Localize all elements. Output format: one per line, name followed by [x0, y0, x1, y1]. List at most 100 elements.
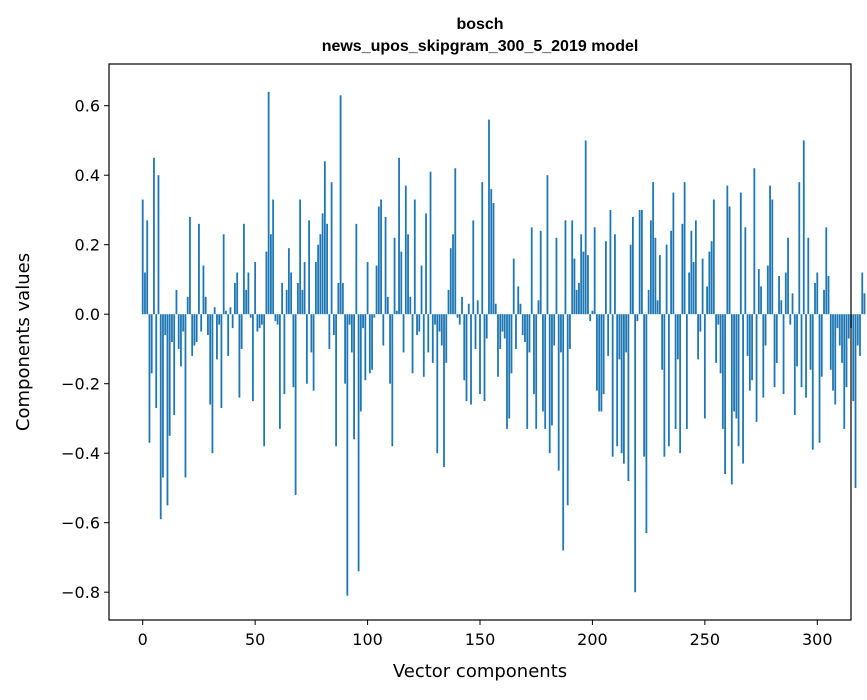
bar — [278, 314, 281, 429]
bar — [391, 314, 394, 447]
bar — [728, 206, 731, 315]
bar — [485, 314, 488, 339]
bar — [247, 272, 250, 315]
bar — [420, 265, 423, 315]
bar — [611, 314, 614, 457]
bar — [148, 314, 151, 443]
bar — [629, 244, 632, 315]
bar — [661, 314, 664, 370]
bar — [240, 314, 243, 349]
bar — [825, 227, 828, 315]
bar — [346, 314, 349, 596]
bar — [823, 289, 825, 315]
bar — [382, 314, 385, 346]
bar — [575, 289, 578, 315]
bar — [647, 289, 650, 315]
bar — [742, 314, 744, 464]
bar — [463, 314, 466, 381]
bar — [373, 314, 376, 318]
bar — [503, 314, 506, 339]
bar — [751, 314, 753, 381]
bar — [375, 265, 378, 315]
bar — [710, 241, 713, 315]
bar — [364, 314, 367, 381]
bar — [434, 314, 436, 325]
x-tick-label: 200 — [577, 630, 608, 649]
bar — [153, 157, 155, 315]
bar — [688, 272, 691, 315]
bar — [701, 258, 704, 315]
bar — [836, 314, 839, 329]
bar — [526, 314, 529, 429]
bar — [771, 199, 774, 315]
bar — [506, 314, 508, 429]
bar — [162, 314, 164, 478]
bar — [191, 314, 194, 356]
bar — [177, 314, 180, 349]
bar — [697, 314, 699, 360]
y-tick-label: −0.2 — [61, 375, 100, 394]
x-tick-label: 100 — [352, 630, 383, 649]
bar — [735, 314, 738, 419]
bar — [634, 314, 637, 593]
bar — [658, 255, 661, 315]
bar — [218, 314, 221, 325]
bar — [832, 314, 834, 391]
bar — [186, 296, 189, 315]
bar — [607, 314, 610, 356]
y-tick-label: 0.6 — [75, 97, 100, 116]
y-tick-label: 0.2 — [75, 236, 100, 255]
bar — [654, 237, 657, 315]
bar — [274, 314, 277, 322]
bar — [213, 307, 216, 315]
bar — [168, 314, 171, 436]
y-tick-label: 0.0 — [75, 305, 100, 324]
bar — [256, 314, 259, 332]
bar — [501, 314, 504, 332]
bar — [339, 95, 342, 315]
bar — [249, 314, 252, 318]
bar — [818, 314, 821, 443]
bar — [198, 223, 200, 315]
bar — [229, 307, 232, 315]
bar — [436, 314, 439, 454]
bar — [411, 314, 414, 374]
bar — [656, 300, 659, 315]
bar — [811, 314, 814, 450]
bar — [539, 230, 542, 315]
bar — [287, 248, 290, 315]
bar — [640, 209, 643, 315]
bar — [440, 314, 443, 346]
bar — [326, 223, 328, 315]
bar — [362, 314, 364, 329]
bar — [827, 275, 830, 315]
bar — [798, 182, 801, 315]
bar — [667, 314, 670, 447]
bar — [587, 255, 589, 315]
bar — [854, 314, 857, 488]
bar — [861, 272, 864, 315]
bar — [791, 293, 794, 315]
bar — [553, 314, 556, 346]
bar — [685, 314, 688, 429]
bar — [638, 209, 641, 315]
x-tick-label: 50 — [245, 630, 265, 649]
bar — [562, 314, 565, 551]
bar — [542, 314, 544, 412]
bar — [368, 314, 371, 374]
bar — [521, 314, 524, 336]
bar — [422, 314, 425, 377]
bar — [269, 234, 272, 315]
bar — [189, 216, 191, 315]
bar — [726, 185, 729, 315]
bar — [207, 314, 209, 336]
bar — [348, 314, 351, 325]
bar — [236, 272, 239, 315]
bar — [193, 314, 196, 346]
bar — [546, 175, 549, 315]
bar — [427, 314, 430, 353]
bar — [796, 314, 798, 367]
bar — [310, 314, 313, 353]
bar — [614, 234, 616, 315]
bar — [802, 140, 805, 315]
